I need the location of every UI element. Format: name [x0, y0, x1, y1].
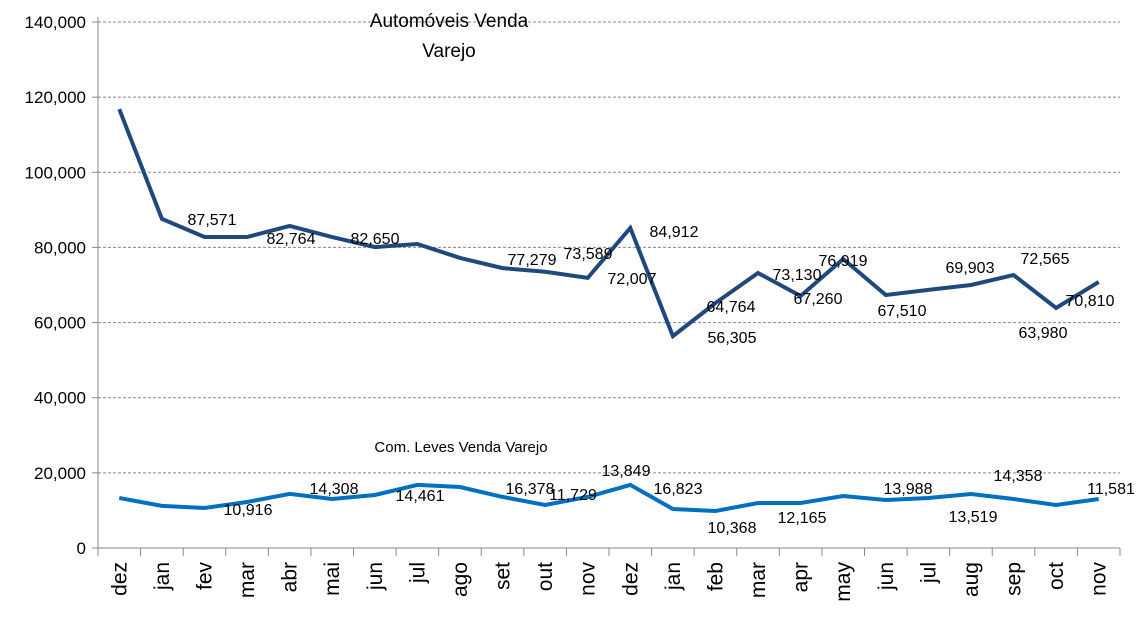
- x-tick-label: fev: [193, 562, 216, 591]
- y-tick-label: 60,000: [34, 314, 86, 333]
- y-tick-label: 100,000: [25, 163, 86, 182]
- x-tick-label: apr: [790, 562, 813, 592]
- data-label: 14,308: [310, 481, 359, 498]
- x-tick-label: jul: [406, 562, 429, 584]
- x-tick-label: nov: [577, 562, 600, 596]
- series-line-automoveis: [119, 109, 1098, 336]
- y-tick-label: 80,000: [34, 238, 86, 257]
- data-label: 11,581: [1087, 481, 1135, 498]
- series-lines: [119, 109, 1099, 511]
- data-label: 10,368: [708, 520, 757, 537]
- data-label: 13,519: [949, 509, 998, 526]
- x-tick-label: ago: [449, 562, 472, 597]
- data-label: 72,007: [608, 271, 657, 288]
- x-tick-label: abr: [279, 562, 302, 592]
- data-label: 76,919: [819, 253, 868, 270]
- series-title: Com. Leves Venda Varejo: [374, 439, 547, 456]
- data-label: 14,358: [994, 468, 1043, 485]
- data-label: 13,988: [884, 481, 933, 498]
- x-tick-label: may: [832, 562, 855, 602]
- chart-title-line: Varejo: [422, 41, 476, 62]
- data-label: 13,849: [602, 463, 651, 480]
- y-tick-label: 120,000: [25, 88, 86, 107]
- data-label: 11,729: [549, 487, 597, 504]
- data-label: 72,565: [1021, 251, 1070, 268]
- x-tick-label: mar: [236, 562, 259, 598]
- chart-title-line: Automóveis Venda: [370, 11, 529, 32]
- data-label: 70,810: [1066, 293, 1115, 310]
- x-tick-label: jun: [364, 562, 387, 591]
- data-label: 16,823: [654, 481, 703, 498]
- x-tick-label: oct: [1045, 562, 1068, 590]
- x-tick-label: mar: [747, 562, 770, 598]
- data-label: 73,130: [773, 267, 822, 284]
- data-label: 64,764: [707, 299, 756, 316]
- data-label: 69,903: [946, 260, 995, 277]
- x-tick-label: set: [492, 562, 515, 590]
- data-label: 84,912: [650, 224, 699, 241]
- x-tick-label: sep: [1003, 562, 1026, 596]
- y-tick-label: 20,000: [34, 464, 86, 483]
- x-tick-label: jun: [875, 562, 898, 591]
- y-tick-label: 40,000: [34, 389, 86, 408]
- x-tick-label: mai: [321, 562, 344, 596]
- x-tick-label: nov: [1088, 562, 1111, 596]
- x-tick-label: out: [534, 562, 557, 591]
- data-label: 67,510: [878, 303, 927, 320]
- y-tick-label: 140,000: [25, 13, 86, 32]
- data-label: 77,279: [508, 252, 557, 269]
- data-label: 63,980: [1019, 325, 1068, 342]
- x-tick-label: aug: [960, 562, 983, 597]
- data-label: 12,165: [778, 510, 827, 527]
- data-label: 10,916: [224, 502, 273, 519]
- x-tick-label: jan: [662, 562, 685, 591]
- x-tick-label: jul: [917, 562, 940, 584]
- data-labels: 87,571 82,764 82,650 77,279 73,589 72,007 84,9…: [188, 212, 1135, 537]
- data-label: 56,305: [708, 330, 757, 347]
- y-tick-label: 0: [77, 539, 86, 558]
- x-tick-label: dez: [619, 562, 642, 596]
- x-tick-label: dez: [108, 562, 131, 596]
- data-label: 67,260: [794, 291, 843, 308]
- data-label: 87,571: [188, 212, 237, 229]
- x-tick-label: feb: [704, 562, 727, 591]
- data-label: 73,589: [564, 246, 613, 263]
- x-tick-label: jan: [151, 562, 174, 591]
- data-label: 16,378: [506, 481, 555, 498]
- data-label: 82,764: [267, 231, 316, 248]
- data-label: 82,650: [351, 231, 400, 248]
- data-label: 14,461: [396, 488, 445, 505]
